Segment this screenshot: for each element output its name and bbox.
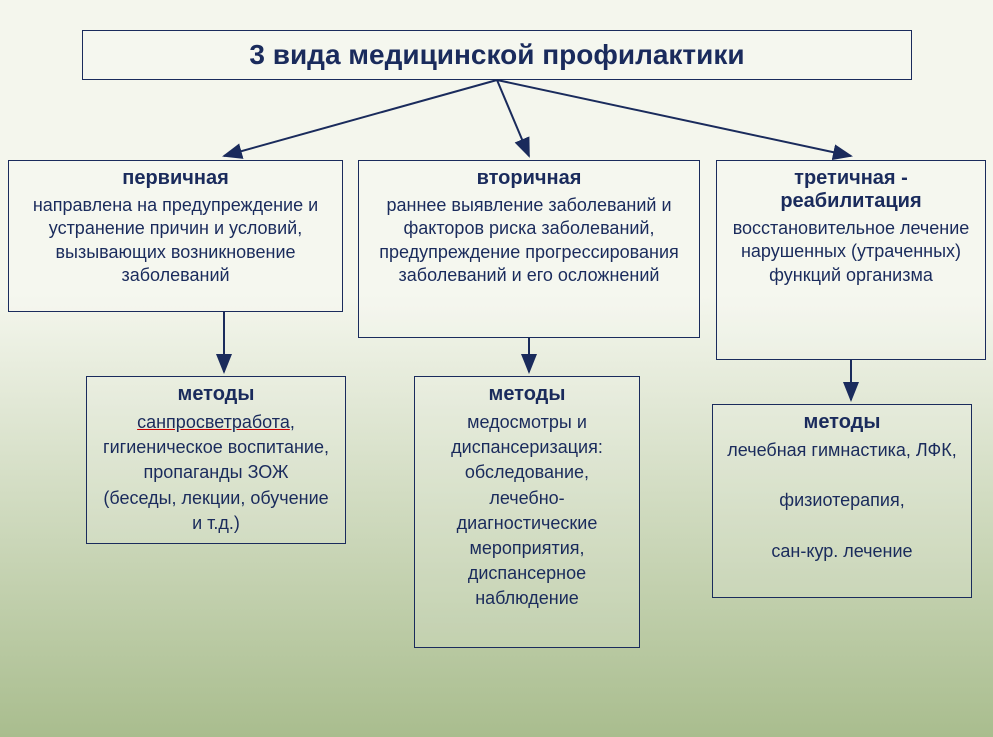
col3-desc: восстановительное лечение нарушенных (ут…	[733, 218, 970, 285]
col1-methods-underlined: санпросветработа	[137, 412, 290, 432]
arrow-top-mid	[497, 80, 529, 156]
col2-methods-title: методы	[425, 383, 629, 406]
col1-title: первичная	[19, 167, 332, 190]
col1-methods-title: методы	[97, 383, 335, 406]
col2-desc-box: вторичная раннее выявление заболеваний и…	[358, 160, 700, 338]
col3-title: третичная - реабилитация	[727, 167, 975, 213]
col2-desc: раннее выявление заболеваний и факторов …	[379, 195, 679, 285]
col3-methods-text: лечебная гимнастика, ЛФК, физиотерапия, …	[727, 440, 956, 561]
col1-desc-box: первичная направлена на предупреждение и…	[8, 160, 343, 312]
arrow-top-left	[224, 80, 497, 156]
col2-methods-box: методы медосмотры и диспансеризация: обс…	[414, 376, 640, 648]
col1-methods-text: санпросветработа, гигиеническое воспитан…	[103, 412, 329, 533]
col2-methods-text: медосмотры и диспансеризация: обследован…	[451, 412, 603, 608]
diagram-title: 3 вида медицинской профилактики	[249, 39, 744, 71]
col1-methods-box: методы санпросветработа, гигиеническое в…	[86, 376, 346, 544]
col3-desc-box: третичная - реабилитация восстановительн…	[716, 160, 986, 360]
arrow-top-right	[497, 80, 851, 156]
col2-title: вторичная	[369, 167, 689, 190]
title-box: 3 вида медицинской профилактики	[82, 30, 912, 80]
col1-desc: направлена на предупреждение и устранени…	[33, 195, 318, 285]
col3-methods-title: методы	[723, 411, 961, 434]
col3-methods-box: методы лечебная гимнастика, ЛФК, физиоте…	[712, 404, 972, 598]
